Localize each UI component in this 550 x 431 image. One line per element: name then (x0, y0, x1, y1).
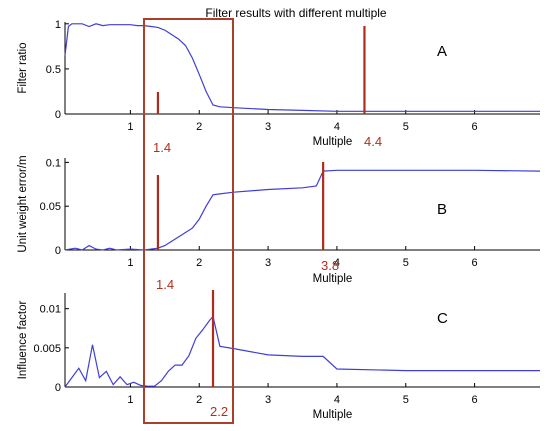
panel-b: 1 2 3 4 5 6 0 0.05 0.1 Multiple Unit weight error/… (17, 155, 541, 292)
x-tick-label-c: 1 (127, 394, 133, 406)
x-tick-label-a: 4 (334, 121, 340, 133)
x-axis-label-a: Multiple (313, 136, 353, 148)
highlight-box (143, 18, 234, 424)
x-tick-label-b: 2 (196, 257, 202, 269)
x-tick-label-a: 5 (403, 121, 409, 133)
marker-label-c: 2.2 (210, 404, 228, 419)
x-axis-label-c: Multiple (313, 409, 353, 421)
y-tick-label-b: 0 (55, 245, 61, 257)
marker-label-a: 4.4 (364, 134, 382, 149)
x-tick-label-a: 3 (265, 121, 271, 133)
marker-label-b: 3.8 (321, 258, 339, 273)
panel-a: 1 2 3 4 5 6 0 0.5 1 Multiple Filter ratio A 1.4 4.4 (17, 19, 540, 155)
x-axis-label-b: Multiple (313, 273, 353, 285)
x-tick-label-a: 1 (127, 121, 133, 133)
y-tick-label-c: 0.01 (40, 304, 61, 316)
x-tick-label-b: 1 (127, 257, 133, 269)
chart-title: Filter results with different multiple (205, 6, 387, 20)
y-tick-label-b: 0.1 (46, 157, 61, 169)
x-tick-label-b: 4 (334, 257, 340, 269)
x-tick-label-c: 3 (265, 394, 271, 406)
series-line-c (64, 315, 540, 388)
x-tick-label-a: 6 (472, 121, 478, 133)
marker-label-a: 1.4 (153, 140, 171, 155)
y-tick-label-b: 0.05 (40, 201, 61, 213)
y-tick-label-c: 0.005 (33, 343, 61, 355)
x-tick-label-b: 5 (403, 257, 409, 269)
y-axis-label-b: Unit weight error/m (17, 155, 29, 252)
y-axis-label-a: Filter ratio (17, 42, 29, 93)
panel-letter-b: B (437, 201, 447, 218)
x-tick-label-c: 4 (334, 394, 340, 406)
series-line-a (64, 23, 540, 112)
series-line-b (64, 169, 541, 251)
x-tick-label-c: 2 (196, 394, 202, 406)
panel-c: 1 2 3 4 5 6 0 0.005 0.01 Multiple Influence factor… (17, 290, 540, 421)
y-axis-label-c: Influence factor (17, 301, 29, 380)
x-tick-label-b: 6 (472, 257, 478, 269)
x-tick-label-a: 2 (196, 121, 202, 133)
marker-label-b: 1.4 (156, 277, 174, 292)
y-tick-label-a: 0 (55, 109, 61, 121)
x-tick-label-b: 3 (265, 257, 271, 269)
y-tick-label-a: 1 (55, 19, 61, 31)
panel-letter-c: C (437, 310, 448, 327)
x-tick-label-c: 5 (403, 394, 409, 406)
y-tick-label-a: 0.5 (46, 64, 61, 76)
panel-letter-a: A (437, 43, 447, 60)
y-tick-label-c: 0 (55, 382, 61, 394)
x-tick-label-c: 6 (472, 394, 478, 406)
